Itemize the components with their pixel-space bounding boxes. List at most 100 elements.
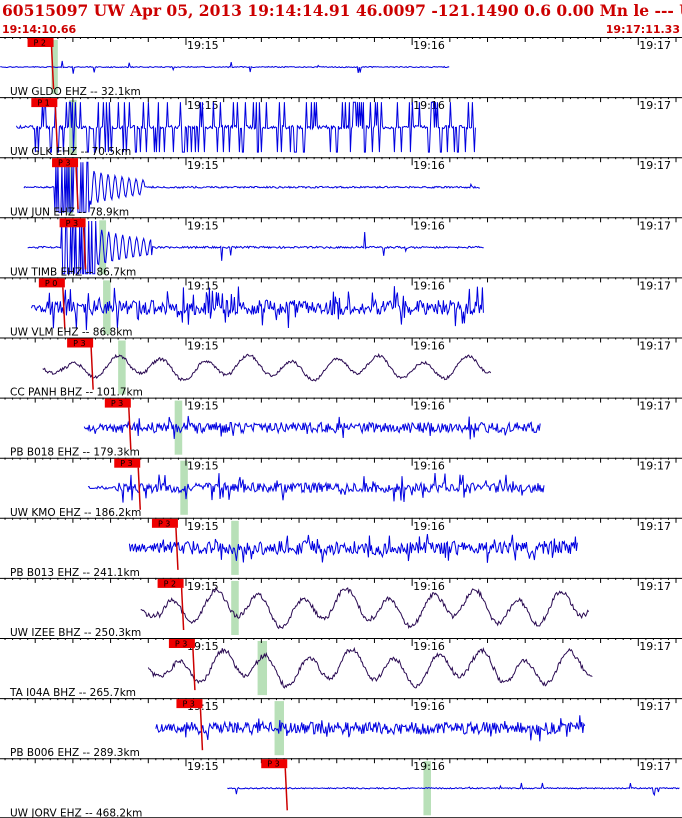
time-tick-label: 19:16 [413,39,445,52]
time-tick-label: 19:16 [413,700,445,713]
station-label: PB B006 EHZ -- 289.3km [10,747,140,759]
trace-panel[interactable]: 19:15 19:16 19:17 P 3 PB B018 EHZ -- 179.3km [0,397,682,459]
station-label: UW IZEE BHZ -- 250.3km [10,627,141,639]
station-label: UW VLM EHZ -- 86.8km [10,327,133,339]
trace-panel[interactable]: 19:15 19:16 19:17P 1UW GLK EHZ -- 70.5km [0,97,682,158]
trace-panel[interactable]: 19:15 19:16 19:17 P 3 PB B013 EHZ -- 241.1km [0,517,682,579]
station-label: UW KMO EHZ -- 186.2km [10,507,141,519]
time-tick-label: 19:15 [187,460,219,473]
time-tick-label: 19:16 [413,580,445,593]
pick-marker[interactable] [27,38,54,47]
trace-panel[interactable]: 19:15 19:16 19:17 P 3 UW JORV EHZ -- 468.2km [0,758,682,818]
phase-window [231,580,239,635]
pick-line [137,467,141,510]
trace-panel[interactable]: 19:15 19:16 19:17 P 2 UW IZEE BHZ -- 250.3km [0,577,682,639]
phase-window [118,340,126,395]
time-tick-label: 19:15 [187,760,219,773]
trace-panel[interactable]: 19:15 19:16 19:17 P 2 UW GLDO EHZ -- 32.1km [0,37,682,98]
trace-panel[interactable]: 19:15 19:16 19:17 P 3 CC PANH BHZ -- 101.7km [0,337,682,399]
header: 60515097 UW Apr 05, 2013 19:14:14.91 46.… [2,1,682,36]
phase-window [180,460,188,515]
pick-line [82,227,87,270]
time-ticks [4,337,677,346]
time-tick-label: 19:17 [639,219,671,232]
time-tick-label: 19:16 [413,340,445,353]
pick-marker[interactable] [151,518,178,528]
event-title: 60515097 UW Apr 05, 2013 19:14:14.91 46.… [2,1,682,20]
phase-window [257,641,268,696]
pick-line [50,46,55,90]
time-tick-label: 19:16 [413,460,445,473]
time-tick-label: 19:17 [639,520,671,533]
pick-marker[interactable] [157,578,184,588]
pick-label: P 0 [45,279,57,288]
pick-line [128,407,132,450]
pick-line [54,107,59,150]
station-label: UW GLK EHZ -- 70.5km [10,146,131,158]
time-ticks [4,397,677,406]
waveform-trace [155,715,586,742]
pick-marker[interactable] [168,639,195,648]
waveform-trace [23,161,480,213]
pick-label: P 3 [111,399,123,408]
time-ticks [4,217,677,226]
pick-label: P 3 [120,459,132,468]
waveform-trace [0,60,450,74]
time-tick-label: 19:16 [413,520,445,533]
time-tick-label: 19:16 [413,279,445,292]
pick-marker[interactable] [114,458,141,468]
pick-label: P 3 [158,519,170,528]
trace-panel[interactable]: 19:15 19:16 19:17 P 3 UW KMO EHZ -- 186.2km [0,457,682,519]
time-tick-label: 19:17 [639,159,671,172]
time-ticks [4,698,677,707]
time-tick-label: 19:15 [187,400,219,413]
time-tick-label: 19:17 [639,39,671,52]
waveform-trace [27,220,484,275]
time-tick-label: 19:15 [187,279,219,292]
pick-label: P 2 [34,39,46,48]
pick-label: P 1 [37,99,49,108]
pick-marker[interactable] [52,158,79,168]
station-label: UW TIMB EHZ -- 86.7km [10,266,136,278]
pick-marker[interactable] [104,398,131,408]
phase-window [231,520,239,575]
time-tick-label: 19:17 [639,700,671,713]
pick-line [199,708,204,751]
trace-panels[interactable]: 19:15 19:16 19:17P 2UW GLDO EHZ -- 32.1km1… [0,37,682,818]
pick-line [175,527,179,570]
station-label: UW JORV EHZ -- 468.2km [10,807,142,818]
pick-marker[interactable] [261,759,288,769]
time-tick-label: 19:15 [187,580,219,593]
time-tick-label: 19:16 [413,400,445,413]
trace-panel[interactable]: 19:15 19:16 19:17 P 3 UW JUN EHZ -- 78.9km [0,157,682,218]
pick-marker[interactable] [67,338,94,348]
time-ticks [4,37,677,45]
station-label: CC PANH BHZ -- 101.7km [10,387,143,399]
time-tick-label: 19:15 [187,520,219,533]
pick-marker[interactable] [59,218,86,228]
trace-panel[interactable]: 19:15 19:16 19:17P 3PB B006 EHZ -- 289.3km [0,698,682,759]
pick-marker[interactable] [38,278,65,288]
waveform-trace [140,586,590,630]
pick-marker[interactable] [31,98,58,108]
trace-panel[interactable]: 19:15 19:16 19:17 P 3 UW TIMB EHZ -- 86.7km [0,217,682,278]
waveform-trace [42,352,492,382]
trace-panel[interactable]: 19:15 19:16 19:17 P 0 UW VLM EHZ -- 86.8km [0,277,682,339]
time-tick-label: 19:15 [187,159,219,172]
pick-label: P 3 [182,700,194,709]
phase-window [67,160,73,215]
time-tick-label: 19:16 [413,219,445,232]
end-time: 19:17:11.33 [606,23,680,36]
time-tick-label: 19:16 [413,760,445,773]
waveform-trace [147,646,593,689]
time-ticks [4,157,677,166]
waveform-trace [83,415,541,440]
pick-line [192,647,196,691]
waveform-trace [227,782,680,797]
time-tick-label: 19:17 [639,760,671,773]
trace-panel[interactable]: 19:15 19:16 19:17 P 3 TA I04A BHZ -- 265.7km [0,638,682,699]
pick-label: P 3 [175,640,187,649]
pick-marker[interactable] [176,699,203,709]
